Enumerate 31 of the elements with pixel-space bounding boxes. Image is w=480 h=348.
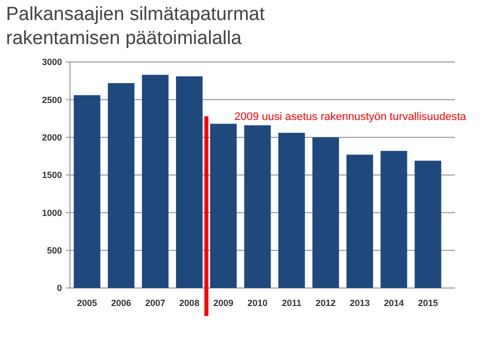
x-tick-label: 2010: [247, 298, 268, 308]
x-tick-label: 2006: [111, 298, 132, 308]
y-tick-label: 2000: [42, 132, 62, 142]
x-tick-label: 2013: [350, 298, 370, 308]
x-tick-label: 2011: [282, 298, 302, 308]
x-tick-label: 2009: [213, 298, 234, 308]
ref-line-label: 2009 uusi asetus rakennustyön turvallisuudesta: [234, 111, 468, 124]
y-tick-label: 3000: [42, 57, 62, 68]
y-tick-label: 500: [46, 245, 62, 256]
bar: [414, 160, 442, 288]
bar: [346, 154, 374, 288]
x-tick-label: 2007: [145, 298, 166, 308]
y-tick-label: 1000: [42, 208, 62, 218]
bar: [210, 124, 237, 288]
x-tick-label: 2012: [316, 298, 336, 308]
y-tick-label: 0: [56, 283, 62, 294]
x-tick-label: 2014: [384, 298, 404, 308]
x-tick-label: 2008: [179, 298, 200, 308]
y-tick-label: 1500: [42, 170, 62, 180]
chart-title: Palkansaajien silmätapaturmat rakentamisen päätoimialalla: [6, 4, 266, 49]
x-tick-label: 2005: [77, 298, 98, 308]
y-tick-label: 2500: [42, 94, 62, 105]
bar: [142, 74, 169, 288]
bar: [244, 125, 271, 288]
bar: [380, 150, 408, 288]
bar: [74, 95, 100, 288]
bar: [176, 76, 203, 288]
bar: [278, 132, 305, 288]
x-tick-label: 2015: [418, 298, 438, 308]
bar: [312, 137, 339, 288]
bar: [108, 83, 134, 288]
